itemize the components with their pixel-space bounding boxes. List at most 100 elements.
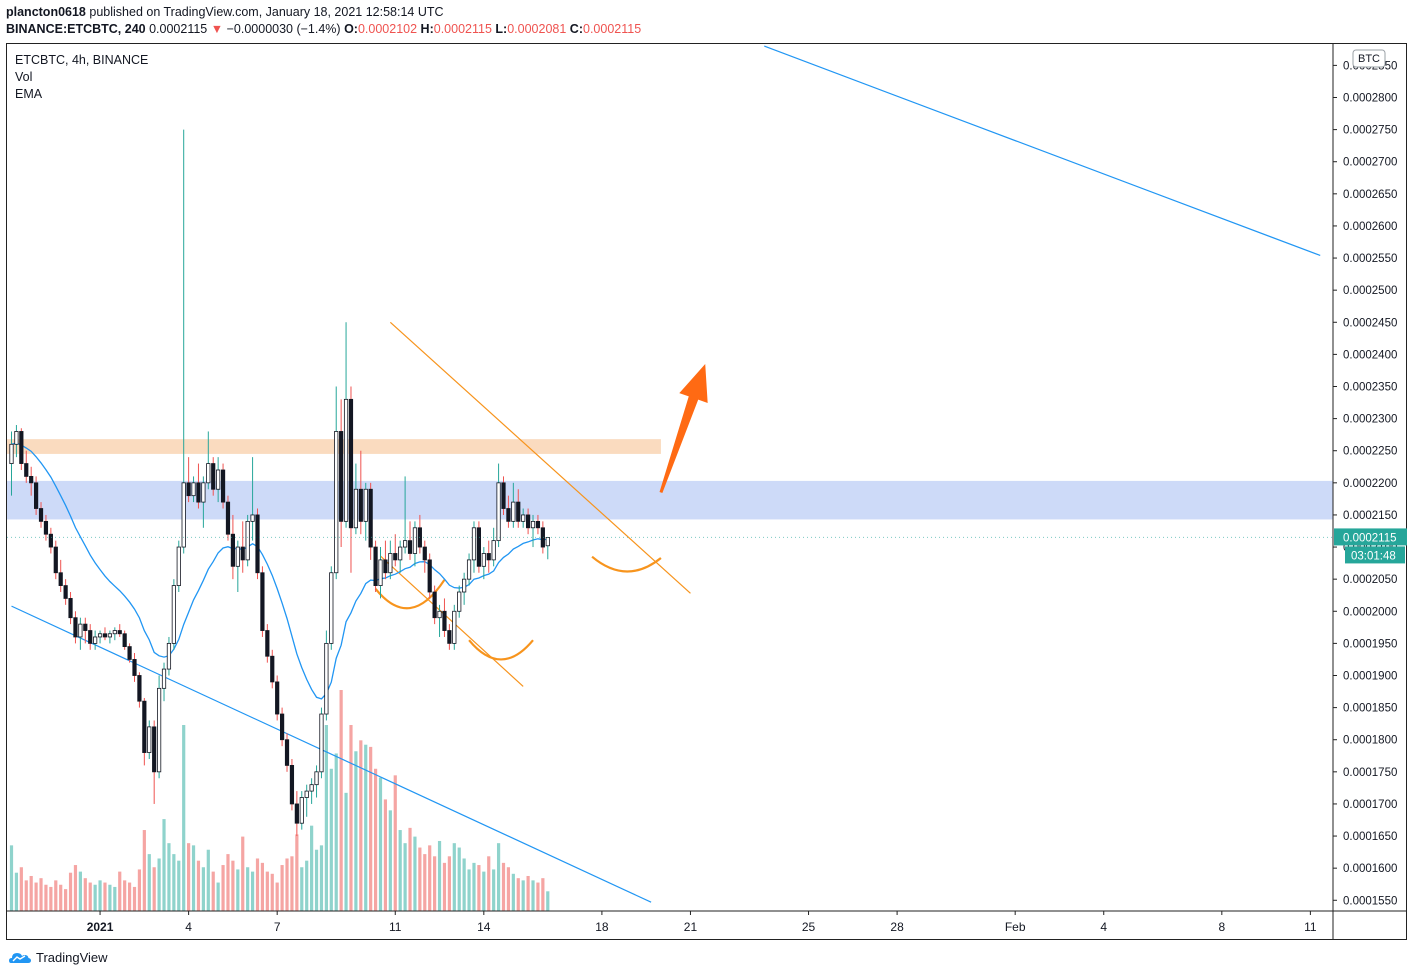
candle: [314, 765, 319, 798]
price-tick-label: 0.0002150: [1343, 510, 1397, 522]
volume-bar: [546, 891, 550, 911]
candle: [14, 425, 19, 458]
candle: [462, 572, 467, 605]
candle: [496, 463, 501, 548]
volume-bar: [54, 880, 58, 911]
volume-bar: [103, 882, 107, 911]
candle: [368, 482, 373, 560]
volume-bar: [433, 856, 437, 911]
candle: [526, 508, 531, 535]
candle: [225, 495, 231, 541]
candle: [412, 521, 418, 567]
candle-body: [48, 533, 53, 548]
volume-bar: [423, 854, 427, 911]
price-tick-label: 0.0002650: [1343, 189, 1397, 201]
candle: [206, 431, 211, 490]
volume-bar: [452, 843, 456, 911]
candle-body: [19, 431, 24, 464]
volume-bar: [324, 725, 328, 911]
volume-bar: [536, 882, 540, 911]
candle: [38, 502, 44, 528]
legend-symbol[interactable]: ETCBTC, 4h, BINANCE: [15, 53, 149, 67]
candle-body: [171, 585, 176, 644]
footer-brand[interactable]: TradingView: [36, 950, 108, 965]
candle: [275, 675, 280, 721]
arc-left: [374, 579, 446, 610]
volume-bar: [314, 849, 319, 911]
volume-bar: [290, 856, 294, 911]
candle: [137, 672, 142, 708]
current-price-label: 0.0002115: [1343, 532, 1397, 544]
candle: [501, 476, 506, 515]
candle-body: [462, 578, 467, 593]
candle-body: [447, 630, 452, 644]
candle-body: [117, 630, 122, 635]
price-tick-label: 0.0001600: [1343, 863, 1397, 875]
candle: [63, 579, 68, 605]
volume-bar: [383, 799, 388, 911]
candle-body: [34, 482, 39, 509]
candle-body: [220, 469, 226, 503]
volume-layer: [9, 690, 550, 911]
candle-body: [526, 514, 531, 529]
candle-body: [230, 533, 235, 567]
time-tick-label: 11: [1304, 920, 1317, 934]
candle-body: [324, 642, 329, 715]
candle-body: [260, 572, 265, 631]
ema-layer: [11, 442, 548, 700]
up-arrow-icon: [659, 364, 708, 493]
price-tick-label: 0.0002350: [1343, 381, 1397, 393]
chart-frame[interactable]: [6, 43, 1407, 940]
resistance-zone: [7, 439, 661, 454]
candle: [48, 527, 53, 554]
publisher-name[interactable]: plancton0618: [6, 5, 86, 19]
candle-body: [427, 559, 432, 593]
candle-body: [24, 463, 29, 477]
candle: [398, 540, 403, 573]
candle: [201, 476, 206, 528]
time-tick-label: 4: [1100, 920, 1107, 934]
legend-vol[interactable]: Vol: [15, 70, 33, 84]
candle: [93, 630, 98, 650]
volume-bar: [501, 862, 506, 911]
candle: [427, 553, 432, 599]
time-tick-label: Feb: [1005, 920, 1026, 934]
volume-bar: [152, 867, 156, 911]
legend-ema[interactable]: EMA: [15, 87, 43, 101]
candle-body: [102, 633, 108, 638]
volume-bar: [182, 725, 186, 911]
volume-bar: [127, 882, 132, 911]
candle-body: [275, 681, 280, 715]
candle-body: [97, 633, 103, 638]
publish-info: plancton0618 published on TradingView.co…: [6, 5, 444, 19]
volume-bar: [201, 867, 205, 911]
volume-bar: [531, 880, 535, 911]
candle-body: [63, 585, 68, 599]
candle: [43, 514, 49, 541]
volume-bar: [388, 810, 392, 911]
volume-bar: [216, 882, 220, 911]
candle-body: [225, 501, 231, 535]
candle: [457, 585, 462, 618]
volume-bar: [329, 768, 333, 911]
candle-body: [363, 488, 368, 522]
price-tick-label: 0.0001650: [1343, 831, 1397, 843]
price-tick-label: 0.0002400: [1343, 349, 1397, 361]
volume-bar: [14, 872, 19, 911]
volume-bar: [167, 843, 171, 911]
candle: [122, 630, 127, 650]
volume-bar: [319, 845, 324, 911]
candle: [68, 592, 73, 625]
time-tick-label: 2021: [87, 920, 114, 934]
candle-body: [255, 514, 260, 574]
current-price-badge: [1334, 528, 1407, 546]
candle: [417, 514, 422, 554]
candle: [53, 540, 58, 580]
candle-body: [186, 482, 191, 497]
time-tick-label: 8: [1218, 920, 1225, 934]
low-value: 0.0002081: [507, 22, 567, 36]
candle: [363, 482, 368, 541]
candle: [24, 450, 29, 483]
price-tick-label: 0.0002000: [1343, 606, 1397, 618]
